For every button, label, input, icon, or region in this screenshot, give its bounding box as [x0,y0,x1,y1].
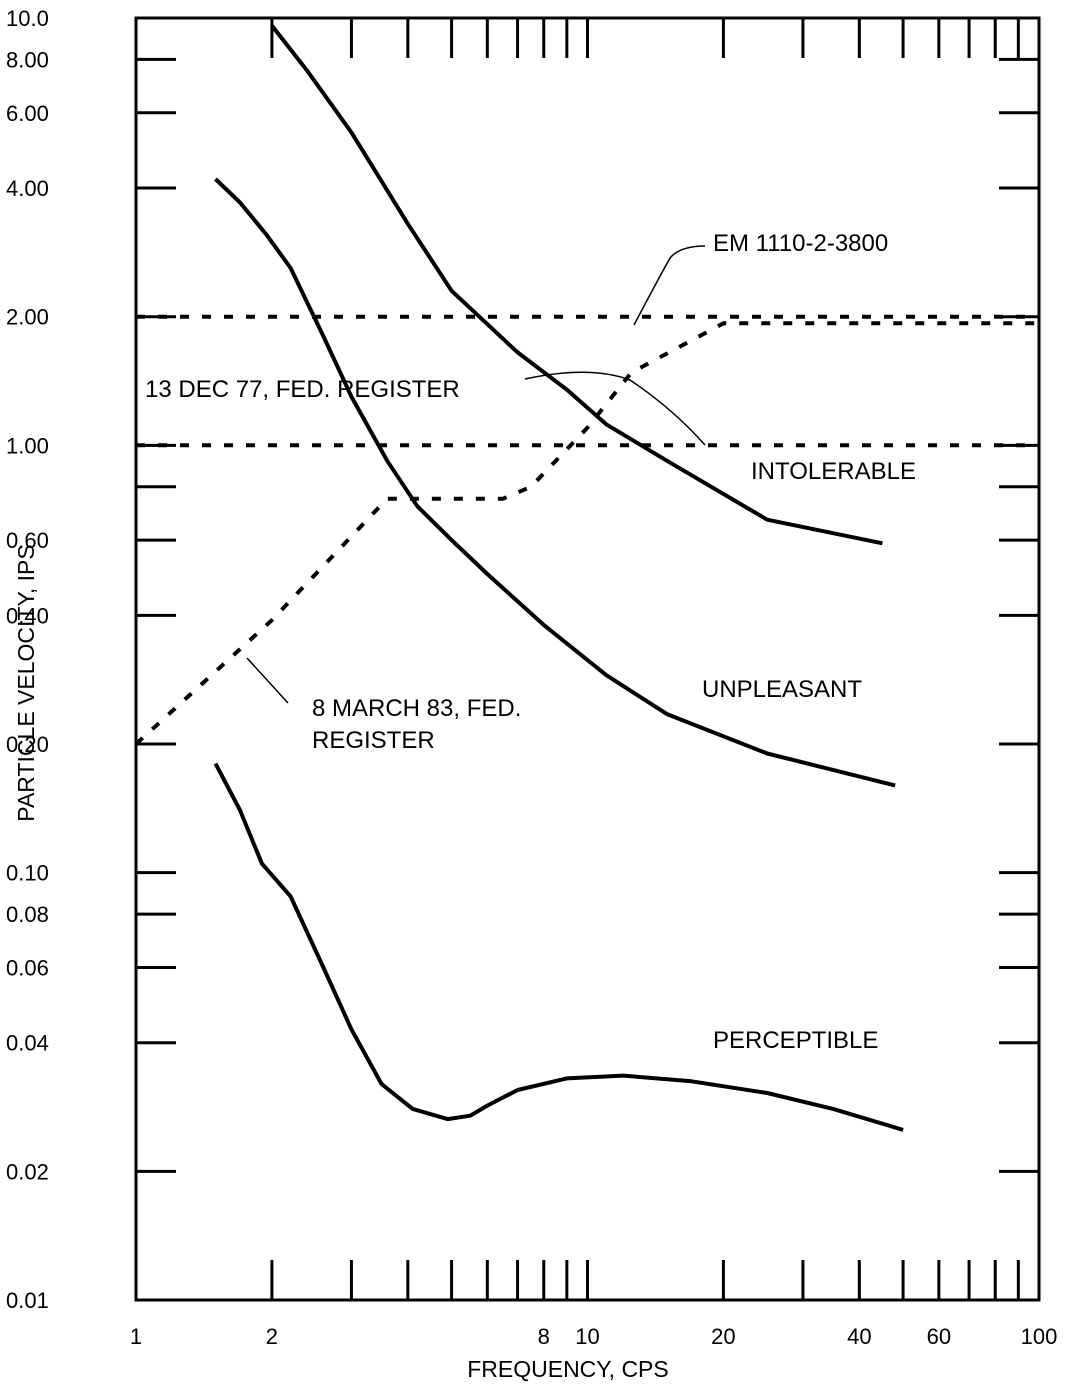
x-tick-label: 2 [266,1324,278,1349]
axis-tick-labels: 1 2 8 10 20 40 60 100 0.01 0.02 0.04 0.06 0.08 0.10 0.… [6,6,1057,1349]
y-tick-label: 0.08 [6,902,49,927]
annotation-em-1110: EM 1110-2-3800 [713,230,888,257]
y-tick-label: 0.06 [6,955,49,980]
y-tick-label: 8.00 [6,47,49,72]
y-tick-label: 0.40 [6,603,49,628]
y-tick-label: 0.02 [6,1159,49,1184]
x-tick-label: 40 [847,1324,871,1349]
annotation-leaders [246,245,706,704]
y-tick-label: 0.10 [6,861,49,886]
leader-march-83 [246,657,289,704]
x-tick-label: 10 [575,1324,599,1349]
x-tick-label: 1 [130,1324,142,1349]
y-tick-label: 6.00 [6,101,49,126]
label-unpleasant: UNPLEASANT [702,676,862,703]
x-tick-label: 100 [1021,1324,1058,1349]
y-axis-title: PARTICLE VELOCITY, IPS [13,544,39,821]
series-line-perceptible [213,762,904,1132]
label-intolerable: INTOLERABLE [751,458,916,485]
axis-ticks [136,18,1039,1300]
label-perceptible: PERCEPTIBLE [713,1027,878,1054]
x-axis-title: FREQUENCY, CPS [467,1356,669,1382]
y-tick-label: 0.20 [6,732,49,757]
y-tick-label: 10.0 [6,6,49,31]
y-tick-label: 0.60 [6,528,49,553]
series-line-unpleasant [214,177,896,788]
y-tick-label: 0.04 [6,1031,49,1056]
x-tick-label: 20 [711,1324,735,1349]
annotation-dec-77: 13 DEC 77, FED. REGISTER [145,376,460,403]
x-tick-label: 8 [538,1324,550,1349]
series-layer [134,24,1039,1132]
leader-em-1110 [633,245,706,326]
leader-dec-77 [524,371,706,446]
y-tick-label: 1.00 [6,433,49,458]
annotation-march-83-line1: 8 MARCH 83, FED. [312,695,521,722]
y-tick-label: 4.00 [6,176,49,201]
annotation-march-83-line2: REGISTER [312,727,435,754]
x-tick-label: 60 [927,1324,951,1349]
series-line-intolerable [270,24,883,546]
y-tick-label: 2.00 [6,305,49,330]
y-tick-label: 0.01 [6,1288,49,1313]
